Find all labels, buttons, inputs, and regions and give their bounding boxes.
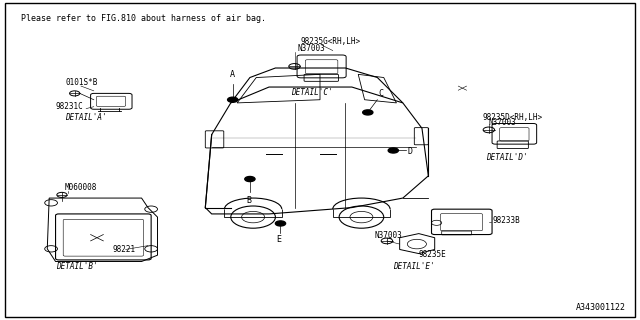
Text: 98235D<RH,LH>: 98235D<RH,LH> <box>483 113 543 122</box>
Text: DETAIL'C': DETAIL'C' <box>291 88 333 97</box>
Circle shape <box>275 221 285 226</box>
Text: DETAIL'E': DETAIL'E' <box>394 262 435 271</box>
Circle shape <box>228 97 238 102</box>
Text: Please refer to FIG.810 about harness of air bag.: Please refer to FIG.810 about harness of… <box>20 14 266 23</box>
Text: 98235E: 98235E <box>419 250 447 259</box>
Text: N37003: N37003 <box>298 44 326 52</box>
Text: D: D <box>407 147 412 156</box>
Text: DETAIL'A': DETAIL'A' <box>65 113 107 122</box>
Text: 98231C: 98231C <box>56 102 83 111</box>
Circle shape <box>363 110 373 115</box>
Text: DETAIL'D': DETAIL'D' <box>486 153 527 162</box>
Circle shape <box>388 148 398 153</box>
Text: 98235G<RH,LH>: 98235G<RH,LH> <box>301 37 361 46</box>
Text: 98221: 98221 <box>113 245 136 254</box>
Text: DETAIL'B': DETAIL'B' <box>56 262 97 271</box>
Text: N37003: N37003 <box>489 118 516 127</box>
Text: M060008: M060008 <box>65 183 97 192</box>
Text: 98233B: 98233B <box>492 216 520 225</box>
Text: A: A <box>230 70 234 79</box>
Text: A343001122: A343001122 <box>576 303 626 312</box>
Text: 0101S*B: 0101S*B <box>65 78 97 87</box>
Text: C: C <box>379 89 383 98</box>
Circle shape <box>245 177 255 181</box>
Text: B: B <box>246 196 252 205</box>
Text: E: E <box>276 235 282 244</box>
Text: N37003: N37003 <box>374 231 402 240</box>
